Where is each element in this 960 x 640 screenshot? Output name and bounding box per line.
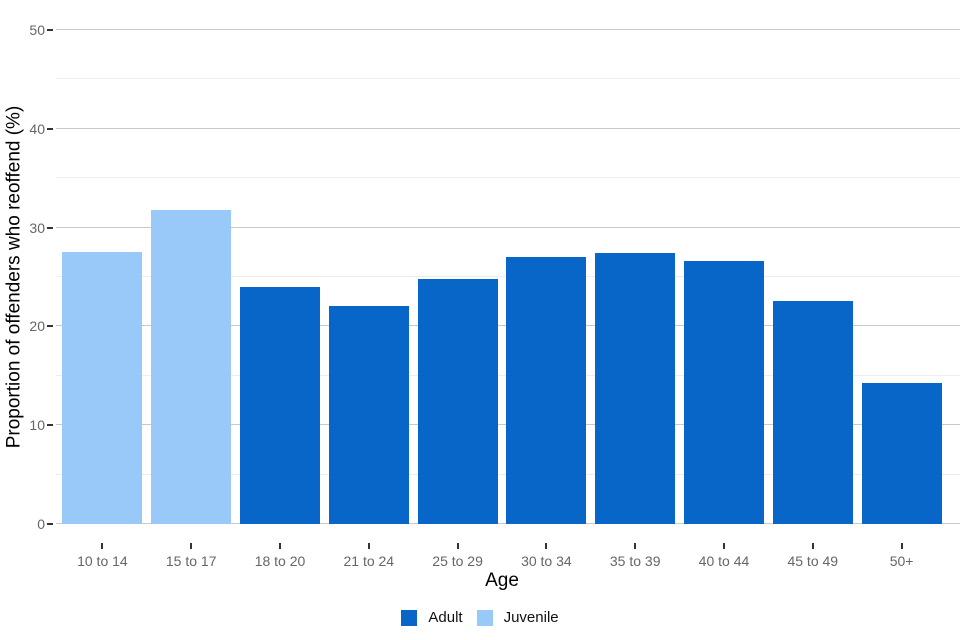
y-tick-mark-0 bbox=[47, 523, 53, 525]
bar-slot-25 to 29 bbox=[413, 30, 502, 524]
legend-label-juvenile: Juvenile bbox=[503, 609, 559, 626]
gridline-major-50 bbox=[56, 29, 960, 30]
bar-15 to 17 bbox=[151, 209, 232, 524]
x-tick-mark-35 to 39 bbox=[634, 543, 637, 549]
y-tick-mark-40 bbox=[47, 127, 53, 130]
bar-18 to 20 bbox=[240, 286, 320, 524]
bar-10 to 14 bbox=[62, 252, 143, 524]
y-tick-mark-30 bbox=[47, 226, 53, 229]
legend-label-adult: Adult bbox=[428, 609, 463, 626]
x-tick-label-50+: 50+ bbox=[889, 553, 914, 569]
bars-area bbox=[58, 30, 946, 524]
legend-swatch-adult bbox=[401, 609, 418, 626]
x-tick-label-18 to 20: 18 to 20 bbox=[254, 553, 306, 569]
x-tick-label-25 to 29: 25 to 29 bbox=[432, 553, 483, 569]
bar-slot-45 to 49 bbox=[768, 30, 857, 524]
x-tick-slot-30 to 34 bbox=[502, 543, 591, 549]
legend-item-juvenile: Juvenile bbox=[476, 609, 559, 626]
bar-25 to 29 bbox=[417, 278, 498, 524]
y-tick-label-0: 0 bbox=[37, 516, 45, 532]
bar-21 to 24 bbox=[328, 305, 409, 524]
x-tick-mark-45 to 49 bbox=[811, 543, 814, 549]
x-tick-slot-18 to 20 bbox=[236, 543, 325, 549]
x-tick-mark-21 to 24 bbox=[367, 543, 370, 549]
y-tick-label-40: 40 bbox=[29, 120, 45, 137]
x-tick-slot-25 to 29 bbox=[413, 543, 502, 549]
bar-slot-40 to 44 bbox=[680, 30, 769, 524]
bar-50+ bbox=[861, 382, 942, 524]
y-tick-mark-10 bbox=[47, 424, 53, 427]
bar-30 to 34 bbox=[506, 257, 587, 524]
x-tick-label-40 to 44: 40 to 44 bbox=[698, 553, 750, 569]
gridline-minor-35 bbox=[56, 177, 960, 179]
x-tick-label-10 to 14: 10 to 14 bbox=[77, 553, 128, 569]
x-tick-slot-45 to 49 bbox=[768, 543, 857, 549]
x-tick-mark-25 to 29 bbox=[456, 543, 459, 549]
y-tick-label-10: 10 bbox=[29, 417, 45, 434]
x-tick-label-45 to 49: 45 to 49 bbox=[787, 553, 839, 569]
x-tick-mark-15 to 17 bbox=[190, 543, 193, 549]
x-tick-mark-40 to 44 bbox=[722, 543, 725, 549]
x-tick-slot-10 to 14 bbox=[58, 543, 147, 549]
y-axis-title-text: Proportion of offenders who reoffend (%) bbox=[3, 105, 24, 449]
x-tick-slot-35 to 39 bbox=[591, 543, 680, 549]
bar-slot-50+ bbox=[857, 30, 946, 524]
x-axis-title: Age bbox=[485, 570, 519, 591]
y-tick-label-50: 50 bbox=[29, 22, 45, 38]
y-axis-tick-labels: 0 10 20 30 40 50 bbox=[0, 23, 45, 531]
x-tick-label-30 to 34: 30 to 34 bbox=[521, 553, 572, 569]
x-tick-slot-21 to 24 bbox=[324, 543, 413, 549]
bar-40 to 44 bbox=[684, 261, 764, 524]
x-tick-mark-30 to 34 bbox=[545, 543, 548, 549]
bar-35 to 39 bbox=[595, 253, 676, 524]
y-axis-title: Proportion of offenders who reoffend (%) bbox=[3, 30, 25, 524]
y-tick-mark-50 bbox=[47, 29, 53, 31]
y-axis-tick-marks bbox=[47, 29, 53, 525]
bar-slot-30 to 34 bbox=[502, 30, 591, 524]
y-tick-label-20: 20 bbox=[29, 318, 45, 335]
gridline-minor-45 bbox=[56, 78, 960, 80]
x-tick-mark-10 to 14 bbox=[101, 543, 104, 549]
x-tick-mark-50+ bbox=[900, 543, 903, 549]
bar-slot-35 to 39 bbox=[591, 30, 680, 524]
x-tick-label-21 to 24: 21 to 24 bbox=[343, 553, 395, 569]
y-tick-label-30: 30 bbox=[29, 219, 45, 236]
bar-slot-21 to 24 bbox=[324, 30, 413, 524]
bar-slot-15 to 17 bbox=[147, 30, 236, 524]
x-tick-label-15 to 17: 15 to 17 bbox=[165, 553, 217, 569]
x-tick-slot-40 to 44 bbox=[680, 543, 769, 549]
x-tick-mark-18 to 20 bbox=[278, 543, 281, 549]
legend: Adult Juvenile bbox=[0, 609, 960, 626]
legend-item-adult: Adult bbox=[401, 609, 463, 626]
x-axis-tick-marks bbox=[58, 543, 946, 549]
bar-slot-18 to 20 bbox=[236, 30, 325, 524]
bar-slot-10 to 14 bbox=[58, 30, 147, 524]
x-tick-slot-15 to 17 bbox=[147, 543, 236, 549]
bar-45 to 49 bbox=[772, 300, 853, 524]
gridline-major-40 bbox=[56, 127, 960, 129]
x-axis-tick-labels: 10 to 14 15 to 17 18 to 20 21 to 24 25 to 29… bbox=[58, 553, 946, 569]
gridline-major-30 bbox=[56, 226, 960, 228]
x-tick-slot-50+ bbox=[857, 543, 946, 549]
x-tick-label-35 to 39: 35 to 39 bbox=[609, 553, 661, 569]
legend-swatch-juvenile bbox=[476, 609, 493, 626]
y-tick-mark-20 bbox=[47, 325, 53, 328]
